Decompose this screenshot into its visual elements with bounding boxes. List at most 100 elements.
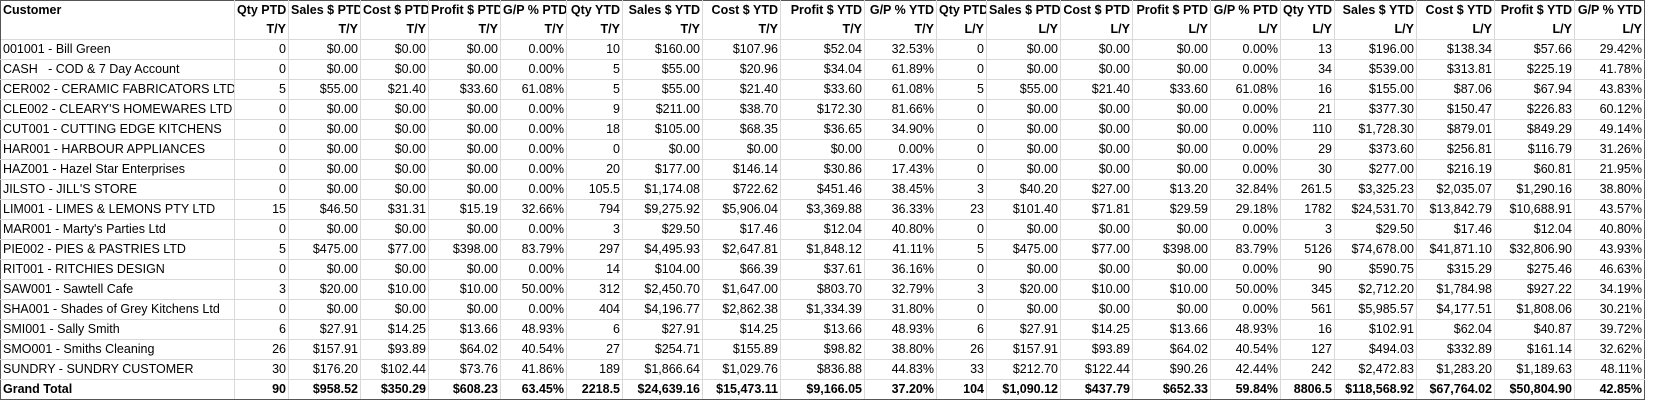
value-cell: 297	[566, 239, 623, 260]
value-cell: $1,808.06	[1494, 299, 1575, 320]
value-cell: 43.93%	[1574, 239, 1645, 260]
value-cell: $107.96	[702, 39, 781, 60]
value-cell: $451.46	[780, 179, 865, 200]
value-cell: $10.00	[1060, 279, 1133, 300]
value-cell: $0.00	[1132, 59, 1211, 80]
column-header: G/P % PTD	[1210, 0, 1281, 20]
value-cell: 43.83%	[1574, 79, 1645, 100]
value-cell: 40.54%	[1210, 339, 1281, 360]
value-cell: 48.11%	[1574, 359, 1645, 380]
value-cell: 0.00%	[500, 39, 567, 60]
value-cell: 50.00%	[500, 279, 567, 300]
value-cell: 0	[234, 179, 289, 200]
value-cell: $62.04	[1416, 319, 1495, 340]
value-cell: $14.25	[360, 319, 429, 340]
column-header: Customer	[0, 0, 235, 20]
value-cell: $93.89	[360, 339, 429, 360]
value-cell: $373.60	[1334, 139, 1417, 160]
value-cell: 0	[566, 139, 623, 160]
value-cell: $0.00	[1132, 39, 1211, 60]
customer-cell: CASH - COD & 7 Day Account	[0, 59, 235, 80]
value-cell: $33.60	[1132, 79, 1211, 100]
value-cell: 3	[936, 279, 987, 300]
column-header: Qty PTD	[234, 0, 289, 20]
value-cell: $27.00	[1060, 179, 1133, 200]
value-cell: 40.54%	[500, 339, 567, 360]
value-cell: $0.00	[986, 219, 1061, 240]
value-cell: 0.00%	[500, 159, 567, 180]
value-cell: $0.00	[288, 259, 361, 280]
value-cell: $90.26	[1132, 359, 1211, 380]
value-cell: $0.00	[428, 99, 501, 120]
header-row: Customer Qty PTD Sales $ PTD Cost $ PTD Prof…	[0, 0, 1645, 20]
value-cell: 29	[1280, 139, 1335, 160]
value-cell: 0.00%	[500, 119, 567, 140]
value-cell: $67.94	[1494, 79, 1575, 100]
value-cell: $196.00	[1334, 39, 1417, 60]
value-cell: $277.00	[1334, 159, 1417, 180]
column-header: Sales $ YTD	[1334, 0, 1417, 20]
customer-cell: HAR001 - HARBOUR APPLIANCES	[0, 139, 235, 160]
table-row: LIM001 - LIMES & LEMONS PTY LTD 15 $46.50 $…	[0, 199, 1645, 220]
value-cell: $157.91	[288, 339, 361, 360]
value-cell: 40.80%	[864, 219, 937, 240]
value-cell: 0.00%	[1210, 139, 1281, 160]
customer-cell: SAW001 - Sawtell Cafe	[0, 279, 235, 300]
table-row: HAR001 - HARBOUR APPLIANCES 0 $0.00 $0.00 $0…	[0, 139, 1645, 160]
value-cell: $0.00	[986, 259, 1061, 280]
value-cell: 3	[566, 219, 623, 240]
value-cell: $68.35	[702, 119, 781, 140]
value-cell: $0.00	[986, 139, 1061, 160]
value-cell: $0.00	[1132, 139, 1211, 160]
value-cell: 32.66%	[500, 199, 567, 220]
value-cell: 0.00%	[500, 219, 567, 240]
value-cell: 30	[234, 359, 289, 380]
value-cell: $494.03	[1334, 339, 1417, 360]
value-cell: $0.00	[1060, 159, 1133, 180]
value-cell: $10.00	[428, 279, 501, 300]
value-cell: $66.39	[702, 259, 781, 280]
value-cell: $2,862.38	[702, 299, 781, 320]
value-cell: 0.00%	[1210, 99, 1281, 120]
value-cell: $157.91	[986, 339, 1061, 360]
value-cell: 5	[936, 79, 987, 100]
table-row: SMI001 - Sally Smith 6 $27.91 $14.25 $13.66 4…	[0, 319, 1645, 340]
value-cell: 34.90%	[864, 119, 937, 140]
value-cell: $12.04	[780, 219, 865, 240]
column-subheader: L/Y	[1574, 20, 1645, 40]
value-cell: $0.00	[986, 299, 1061, 320]
table-row: SUNDRY - SUNDRY CUSTOMER 30 $176.20 $102.44…	[0, 359, 1645, 380]
value-cell: $849.29	[1494, 119, 1575, 140]
value-cell: 40.80%	[1574, 219, 1645, 240]
value-cell: 60.12%	[1574, 99, 1645, 120]
value-cell: 189	[566, 359, 623, 380]
customer-cell: MAR001 - Marty's Parties Ltd	[0, 219, 235, 240]
value-cell: $118,568.92	[1334, 379, 1417, 400]
table-row: MAR001 - Marty's Parties Ltd 0 $0.00 $0.00 $…	[0, 219, 1645, 240]
value-cell: $14.25	[702, 319, 781, 340]
value-cell: 90	[234, 379, 289, 400]
value-cell: $0.00	[288, 219, 361, 240]
column-header: Cost $ PTD	[360, 0, 429, 20]
column-header: Profit $ YTD	[1494, 0, 1575, 20]
column-header: Cost $ YTD	[702, 0, 781, 20]
value-cell: 20	[566, 159, 623, 180]
value-cell: 34	[1280, 59, 1335, 80]
value-cell: $4,177.51	[1416, 299, 1495, 320]
value-cell: $155.89	[702, 339, 781, 360]
value-cell: 105.5	[566, 179, 623, 200]
value-cell: $55.00	[622, 79, 703, 100]
customer-cell: 001001 - Bill Green	[0, 39, 235, 60]
table-row: SHA001 - Shades of Grey Kitchens Ltd 0 $0.…	[0, 299, 1645, 320]
value-cell: $0.00	[428, 159, 501, 180]
customer-cell: SMO001 - Smiths Cleaning	[0, 339, 235, 360]
value-cell: 81.66%	[864, 99, 937, 120]
value-cell: 5	[566, 59, 623, 80]
customer-cell: CUT001 - CUTTING EDGE KITCHENS	[0, 119, 235, 140]
value-cell: $177.00	[622, 159, 703, 180]
value-cell: $34.04	[780, 59, 865, 80]
value-cell: $21.40	[360, 79, 429, 100]
value-cell: 31.80%	[864, 299, 937, 320]
value-cell: 38.45%	[864, 179, 937, 200]
value-cell: $1,647.00	[702, 279, 781, 300]
